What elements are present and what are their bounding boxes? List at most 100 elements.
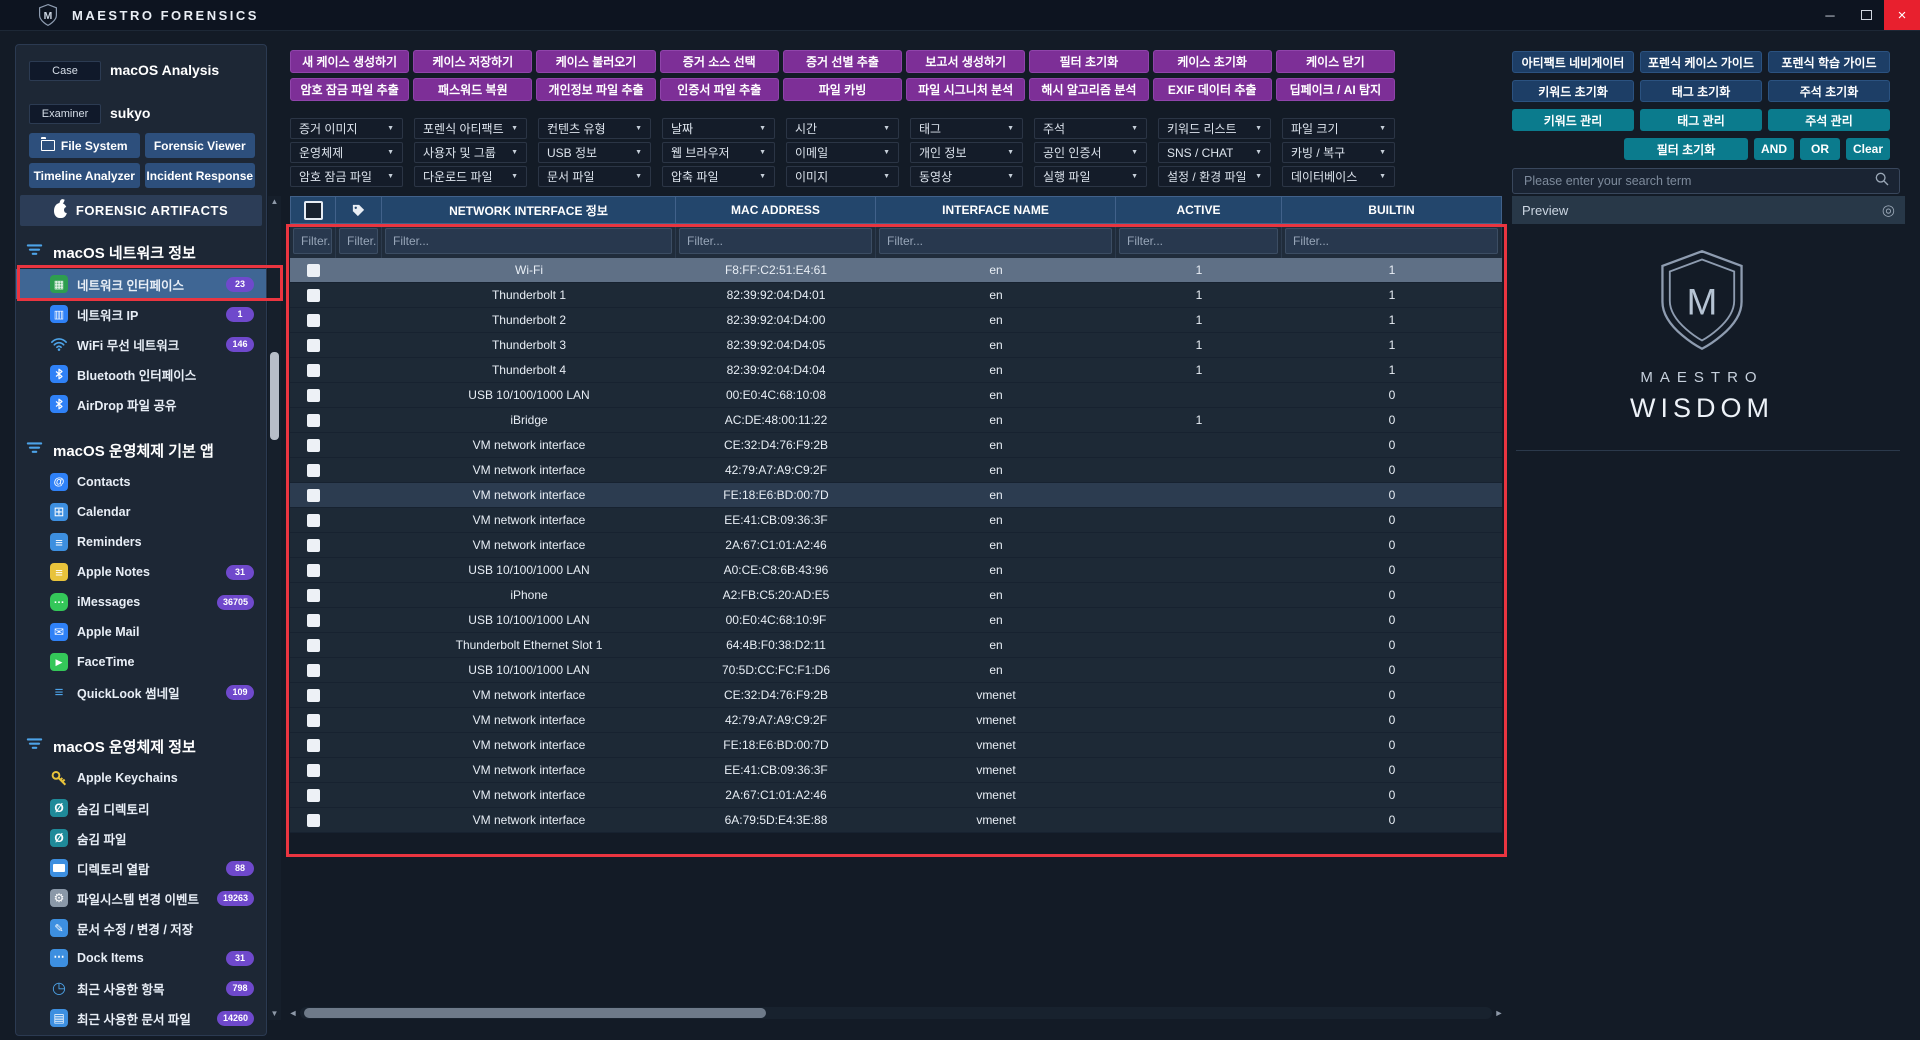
search-icon[interactable] <box>1874 171 1890 192</box>
toolbar-button[interactable]: 인증서 파일 추출 <box>659 78 779 101</box>
toolbar-button[interactable]: 케이스 저장하기 <box>413 50 533 73</box>
horizontal-scrollbar-thumb[interactable] <box>304 1008 766 1018</box>
row-checkbox[interactable] <box>306 638 320 652</box>
column-filter-input[interactable]: Filter... <box>293 228 332 254</box>
table-row[interactable]: Thunderbolt 4 82:39:92:04:D4:04 en 1 1 <box>290 358 1502 383</box>
row-checkbox[interactable] <box>306 688 320 702</box>
sidebar-item[interactable]: AirDrop 파일 공유 <box>16 389 266 419</box>
toolbar-button[interactable]: 암호 잠금 파일 추출 <box>290 78 410 101</box>
row-checkbox[interactable] <box>306 713 320 727</box>
row-checkbox[interactable] <box>306 563 320 577</box>
sidebar-item[interactable]: 네트워크 인터페이스 23 <box>16 269 266 299</box>
filter-reset-button[interactable]: 필터 초기화 <box>1624 138 1748 160</box>
filter-dropdown[interactable]: 공인 인증서 ▼ <box>1034 142 1147 163</box>
column-filter-input[interactable]: Filter... <box>679 228 872 254</box>
sidebar-item[interactable]: 네트워크 IP 1 <box>16 299 266 329</box>
column-filter-input[interactable]: Filter... <box>1285 228 1498 254</box>
sidebar-item[interactable]: iMessages 36705 <box>16 587 266 617</box>
horizontal-scrollbar[interactable]: ◄ ► <box>286 1006 1506 1020</box>
row-checkbox[interactable] <box>306 463 320 477</box>
filter-dropdown[interactable]: SNS / CHAT ▼ <box>1158 142 1271 163</box>
table-row[interactable]: USB 10/100/1000 LAN 00:E0:4C:68:10:08 en 0 <box>290 383 1502 408</box>
row-checkbox[interactable] <box>306 613 320 627</box>
table-row[interactable]: USB 10/100/1000 LAN 00:E0:4C:68:10:9F en 0 <box>290 608 1502 633</box>
filter-dropdown[interactable]: 실행 파일 ▼ <box>1034 166 1147 187</box>
column-header[interactable]: INTERFACE NAME <box>876 196 1116 224</box>
sidebar-item[interactable]: Dock Items 31 <box>16 943 266 973</box>
row-checkbox[interactable] <box>306 338 320 352</box>
row-checkbox[interactable] <box>306 388 320 402</box>
filter-dropdown[interactable]: 카빙 / 복구 ▼ <box>1282 142 1395 163</box>
row-checkbox[interactable] <box>306 513 320 527</box>
close-button[interactable]: × <box>1884 0 1920 30</box>
row-checkbox[interactable] <box>306 263 320 277</box>
or-operator-button[interactable]: OR <box>1800 138 1840 160</box>
sidebar-scrollbar[interactable]: ▲ ▼ <box>268 196 281 1020</box>
filter-dropdown[interactable]: 증거 이미지 ▼ <box>290 118 403 139</box>
filter-dropdown[interactable]: 시간 ▼ <box>786 118 899 139</box>
table-row[interactable]: VM network interface 2A:67:C1:01:A2:46 vme… <box>290 783 1502 808</box>
sidebar-item[interactable]: 문서 수정 / 변경 / 저장 <box>16 913 266 943</box>
filter-dropdown[interactable]: 포렌식 아티팩트 ▼ <box>414 118 527 139</box>
scroll-down-arrow-icon[interactable]: ▼ <box>270 1009 279 1018</box>
row-checkbox[interactable] <box>306 788 320 802</box>
filter-dropdown[interactable]: 이메일 ▼ <box>786 142 899 163</box>
table-row[interactable]: iPhone A2:FB:C5:20:AD:E5 en 0 <box>290 583 1502 608</box>
row-checkbox[interactable] <box>306 588 320 602</box>
table-row[interactable]: VM network interface FE:18:E6:BD:00:7D en 0 <box>290 483 1502 508</box>
horizontal-scrollbar-track[interactable] <box>300 1007 1492 1019</box>
select-all-header[interactable] <box>290 196 336 224</box>
column-filter-input[interactable]: Filter... <box>1119 228 1278 254</box>
row-checkbox[interactable] <box>306 413 320 427</box>
minimize-button[interactable]: ─ <box>1825 7 1835 23</box>
row-checkbox[interactable] <box>306 738 320 752</box>
filter-dropdown[interactable]: 파일 크기 ▼ <box>1282 118 1395 139</box>
scroll-up-arrow-icon[interactable]: ▲ <box>270 197 279 206</box>
panel-button[interactable]: 주석 관리 <box>1768 109 1890 131</box>
sidebar-item[interactable]: 숨김 디렉토리 <box>16 793 266 823</box>
table-row[interactable]: USB 10/100/1000 LAN A0:CE:C8:6B:43:96 en 0 <box>290 558 1502 583</box>
toolbar-button[interactable]: 케이스 닫기 <box>1275 50 1395 73</box>
row-checkbox[interactable] <box>306 313 320 327</box>
panel-button[interactable]: 키워드 관리 <box>1512 109 1634 131</box>
table-row[interactable]: VM network interface EE:41:CB:09:36:3F en 0 <box>290 508 1502 533</box>
sidebar-item[interactable]: Apple Mail <box>16 617 266 647</box>
panel-button[interactable]: 태그 관리 <box>1640 109 1762 131</box>
sidebar-item[interactable]: 디렉토리 열람 88 <box>16 853 266 883</box>
panel-button[interactable]: 키워드 초기화 <box>1512 80 1634 102</box>
table-row[interactable]: Thunderbolt 3 82:39:92:04:D4:05 en 1 1 <box>290 333 1502 358</box>
table-row[interactable]: Thunderbolt 1 82:39:92:04:D4:01 en 1 1 <box>290 283 1502 308</box>
and-operator-button[interactable]: AND <box>1754 138 1794 160</box>
filter-dropdown[interactable]: 데이터베이스 ▼ <box>1282 166 1395 187</box>
sidebar-item[interactable]: 파일시스템 변경 이벤트 19263 <box>16 883 266 913</box>
sidebar-item[interactable]: Apple Keychains <box>16 763 266 793</box>
table-row[interactable]: VM network interface 42:79:A7:A9:C9:2F en 0 <box>290 458 1502 483</box>
filter-dropdown[interactable]: 태그 ▼ <box>910 118 1023 139</box>
sidebar-item[interactable]: Bluetooth 인터페이스 <box>16 359 266 389</box>
nav-button[interactable]: Forensic Viewer <box>144 133 255 158</box>
toolbar-button[interactable]: 케이스 초기화 <box>1152 50 1272 73</box>
column-header[interactable]: BUILTIN <box>1282 196 1502 224</box>
table-row[interactable]: VM network interface 42:79:A7:A9:C9:2F vme… <box>290 708 1502 733</box>
filter-dropdown[interactable]: 암호 잠금 파일 ▼ <box>290 166 403 187</box>
toolbar-button[interactable]: 필터 초기화 <box>1029 50 1149 73</box>
nav-button[interactable]: Timeline Analyzer <box>29 163 140 188</box>
filter-dropdown[interactable]: 다운로드 파일 ▼ <box>414 166 527 187</box>
filter-dropdown[interactable]: USB 정보 ▼ <box>538 142 651 163</box>
row-checkbox[interactable] <box>306 663 320 677</box>
column-filter-input[interactable]: Filter... <box>385 228 672 254</box>
filter-dropdown[interactable]: 사용자 및 그룹 ▼ <box>414 142 527 163</box>
sidebar-item[interactable]: QuickLook 썸네일 109 <box>16 677 266 707</box>
toolbar-button[interactable]: EXIF 데이터 추출 <box>1152 78 1272 101</box>
filter-dropdown[interactable]: 압축 파일 ▼ <box>662 166 775 187</box>
sidebar-item[interactable]: 숨김 파일 <box>16 823 266 853</box>
sidebar-item[interactable]: Reminders <box>16 527 266 557</box>
table-row[interactable]: VM network interface CE:32:D4:76:F9:2B en 0 <box>290 433 1502 458</box>
row-checkbox[interactable] <box>306 763 320 777</box>
filter-dropdown[interactable]: 동영상 ▼ <box>910 166 1023 187</box>
toolbar-button[interactable]: 증거 선별 추출 <box>782 50 903 73</box>
column-filter-input[interactable]: Filter... <box>879 228 1112 254</box>
table-row[interactable]: Thunderbolt 2 82:39:92:04:D4:00 en 1 1 <box>290 308 1502 333</box>
column-header[interactable]: ACTIVE <box>1116 196 1282 224</box>
row-checkbox[interactable] <box>306 538 320 552</box>
